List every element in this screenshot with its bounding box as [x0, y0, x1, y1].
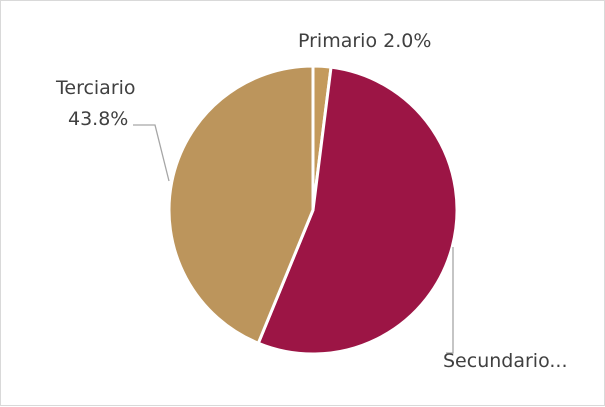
data-label-secundario-name: Secundario...	[443, 350, 567, 372]
data-labels: Primario 2.0% Terciario 43.8% Secundario…	[55, 30, 567, 372]
data-label-terciario-name: Terciario	[55, 77, 136, 99]
data-label-primario: Primario 2.0%	[298, 30, 431, 52]
leader-line-secundario	[446, 247, 454, 354]
pie-slice-secundario	[256, 65, 459, 356]
data-label-primario-value: 2.0%	[383, 30, 431, 52]
pie-slice-terciario	[167, 64, 315, 345]
data-label-primario-name: Primario	[298, 30, 377, 52]
leader-line-terciario	[133, 124, 170, 182]
data-label-terciario-value: 43.8%	[68, 108, 128, 130]
pie-slices	[167, 64, 459, 356]
leader-lines	[133, 124, 454, 354]
